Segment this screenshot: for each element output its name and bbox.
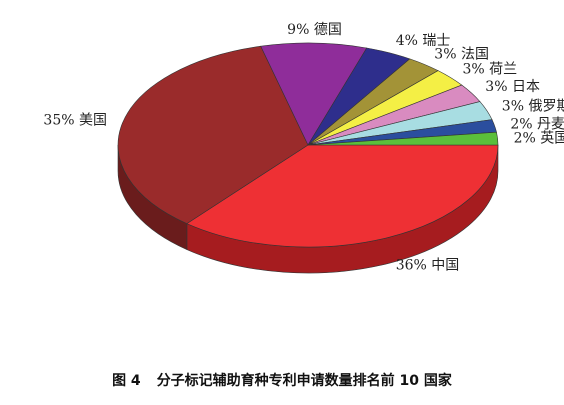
pie-label-8: 3% 俄罗斯 (502, 99, 564, 115)
pie-label-9: 2% 丹麦 (510, 116, 564, 132)
figure-caption: 图 4 分子标记辅助育种专利申请数量排名前 10 国家 (0, 370, 564, 390)
pie-label-6: 3% 荷兰 (463, 61, 518, 77)
figure-number: 图 4 (112, 373, 141, 389)
pie-slice-1 (186, 144, 499, 248)
caption-text: 分子标记辅助育种专利申请数量排名前 10 国家 (156, 373, 452, 389)
pie-slice-10 (307, 131, 499, 146)
pie-label-3: 9% 德国 (287, 22, 342, 38)
pie-slice-3 (260, 42, 368, 146)
pie-label-10: 2% 英国 (514, 130, 564, 147)
pie-label-2: 35% 美国 (43, 113, 107, 129)
pie-slice-2 (117, 45, 309, 224)
pie-labels: 36% 中国 35% 美国 9% 德国 4% 瑞士3% 法国3% 荷兰 3% 日本 3% … (43, 22, 564, 273)
pie-label-5: 3% 法国 (434, 46, 489, 62)
pie-slices (117, 42, 499, 248)
pie-label-1: 36% 中国 (396, 257, 460, 273)
pie-label-4: 4% 瑞士 (396, 33, 451, 49)
pie-chart: 36% 中国 35% 美国 9% 德国 4% 瑞士3% 法国3% 荷兰 3% 日本 3% … (43, 22, 564, 273)
pie-label-7: 3% 日本 (485, 79, 540, 95)
